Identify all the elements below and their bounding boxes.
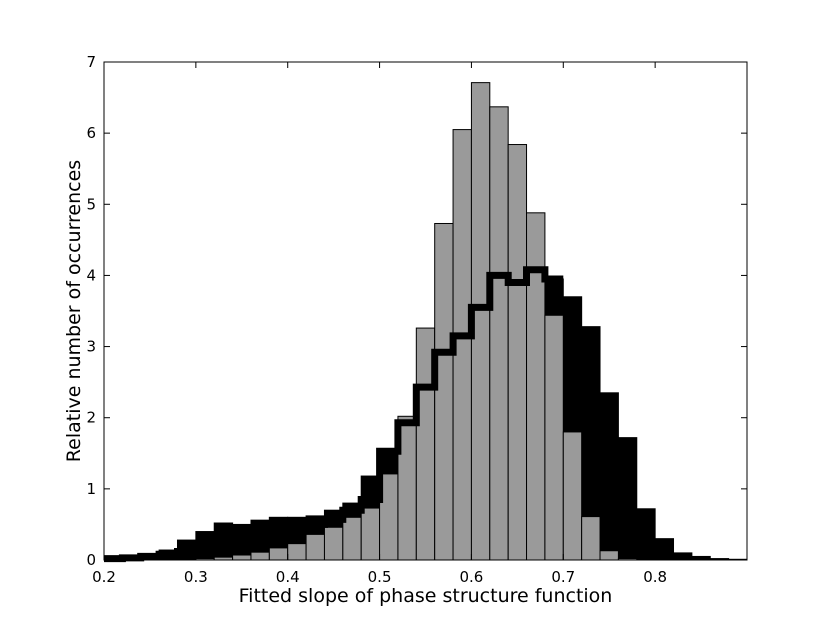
x-tick-label: 0.5 <box>368 568 392 586</box>
x-tick-label: 0.2 <box>92 568 116 586</box>
step-line-series <box>104 266 564 563</box>
y-tick-label: 7 <box>86 53 96 71</box>
y-tick-label: 6 <box>86 124 96 142</box>
x-tick-label: 0.4 <box>276 568 300 586</box>
grey-bar <box>562 431 583 561</box>
grey-bar <box>507 144 528 561</box>
y-tick-label: 4 <box>86 266 96 284</box>
black-bar <box>636 508 656 561</box>
x-tick-label: 0.3 <box>184 568 208 586</box>
x-tick-label: 0.6 <box>459 568 483 586</box>
grey-bar <box>232 554 252 561</box>
plot-frame <box>103 61 748 561</box>
black-bar <box>654 538 675 561</box>
black-bar <box>691 555 711 561</box>
step-line <box>104 266 564 563</box>
y-axis-ticks: 0 1 2 3 4 5 6 7 <box>86 53 747 569</box>
grey-bar <box>250 551 270 561</box>
black-bar <box>617 437 638 561</box>
grey-bar <box>581 516 601 561</box>
grey-bar <box>323 526 344 561</box>
grey-bar <box>599 550 619 561</box>
x-tick-label: 0.7 <box>551 568 575 586</box>
x-tick-label: 0.8 <box>643 568 667 586</box>
y-tick-label: 2 <box>86 409 96 427</box>
black-bar <box>599 392 619 561</box>
grey-bar <box>360 507 381 561</box>
grey-bar <box>268 547 289 561</box>
grey-bar <box>434 222 454 561</box>
grey-bar <box>305 533 325 561</box>
black-bar <box>673 552 693 561</box>
y-tick-label: 0 <box>86 551 96 569</box>
x-axis-label: Fitted slope of phase structure function <box>239 585 613 607</box>
y-tick-label: 1 <box>86 480 96 498</box>
grey-bar <box>489 106 509 561</box>
x-axis-ticks: 0.2 0.3 0.4 0.5 0.6 0.7 0.8 <box>92 62 667 586</box>
grey-bar <box>526 212 546 561</box>
grey-bar <box>342 516 362 561</box>
y-axis-label: Relative number of occurrences <box>63 160 85 462</box>
grey-bar-series <box>176 82 638 561</box>
grey-bar <box>544 314 564 561</box>
grey-bar <box>287 543 307 561</box>
y-tick-label: 5 <box>86 195 96 213</box>
y-tick-label: 3 <box>86 338 96 356</box>
